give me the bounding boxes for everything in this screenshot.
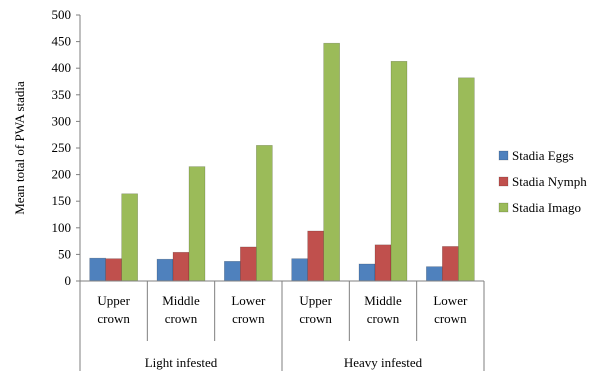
bar-stadia-eggs xyxy=(358,263,376,282)
y-tick-label: 400 xyxy=(52,60,72,75)
y-tick-label: 0 xyxy=(65,273,72,288)
legend-swatch xyxy=(498,150,509,161)
x-tick-label: Middle xyxy=(162,293,200,308)
x-tick-label: crown xyxy=(299,311,332,326)
y-tick-label: 350 xyxy=(52,87,72,102)
x-tick-label: crown xyxy=(232,311,265,326)
bar-stadia-imago xyxy=(323,42,340,282)
x-axis-labels: Upper crown Middle crown Lower crown Upper crow… xyxy=(97,293,468,370)
bar-stadia-nymph xyxy=(442,246,459,282)
legend-swatch xyxy=(498,176,509,187)
y-tick-label: 250 xyxy=(52,140,72,155)
bar-stadia-eggs xyxy=(89,257,106,282)
axes xyxy=(79,15,485,371)
legend: Stadia Eggs Stadia Nymph Stadia Imago xyxy=(498,148,587,215)
bar-stadia-nymph xyxy=(172,251,190,282)
bar-stadia-eggs xyxy=(291,258,308,282)
y-tick-label: 50 xyxy=(58,246,71,261)
bar-stadia-imago xyxy=(121,193,138,282)
bar-stadia-nymph xyxy=(240,246,257,282)
legend-label: Stadia Nymph xyxy=(512,174,587,189)
legend-label: Stadia Eggs xyxy=(512,148,574,163)
y-axis-ticks: 0 50 100 150 200 250 300 350 400 450 500 xyxy=(52,7,80,288)
bar-stadia-imago xyxy=(256,145,273,282)
bar-stadia-imago xyxy=(390,60,408,282)
bar-stadia-eggs xyxy=(224,261,241,282)
x-tick-label: crown xyxy=(97,311,130,326)
bars xyxy=(89,42,475,282)
group-label: Light infested xyxy=(145,355,218,370)
x-tick-label: Middle xyxy=(364,293,402,308)
bar-stadia-eggs xyxy=(156,258,174,282)
x-tick-label: Lower xyxy=(231,293,266,308)
bar-stadia-nymph xyxy=(105,258,122,282)
bar-stadia-nymph xyxy=(374,244,392,282)
x-tick-label: Upper xyxy=(299,293,332,308)
y-tick-label: 300 xyxy=(52,113,72,128)
x-tick-label: crown xyxy=(434,311,467,326)
y-axis-label: Mean total of PWA stadia xyxy=(12,81,27,215)
y-tick-label: 150 xyxy=(52,193,72,208)
bar-stadia-nymph xyxy=(307,230,324,282)
x-tick-label: Upper xyxy=(97,293,130,308)
y-tick-label: 500 xyxy=(52,7,72,22)
x-tick-label: crown xyxy=(367,311,400,326)
group-label: Heavy infested xyxy=(344,355,423,370)
y-tick-label: 450 xyxy=(52,34,72,49)
bar-stadia-imago xyxy=(458,77,475,282)
y-tick-label: 100 xyxy=(52,220,72,235)
y-tick-label: 200 xyxy=(52,167,72,182)
bar-stadia-eggs xyxy=(426,266,443,282)
legend-swatch xyxy=(498,202,509,213)
bar-stadia-imago xyxy=(188,166,206,282)
x-tick-label: Lower xyxy=(433,293,468,308)
legend-label: Stadia Imago xyxy=(512,200,581,215)
x-tick-label: crown xyxy=(165,311,198,326)
